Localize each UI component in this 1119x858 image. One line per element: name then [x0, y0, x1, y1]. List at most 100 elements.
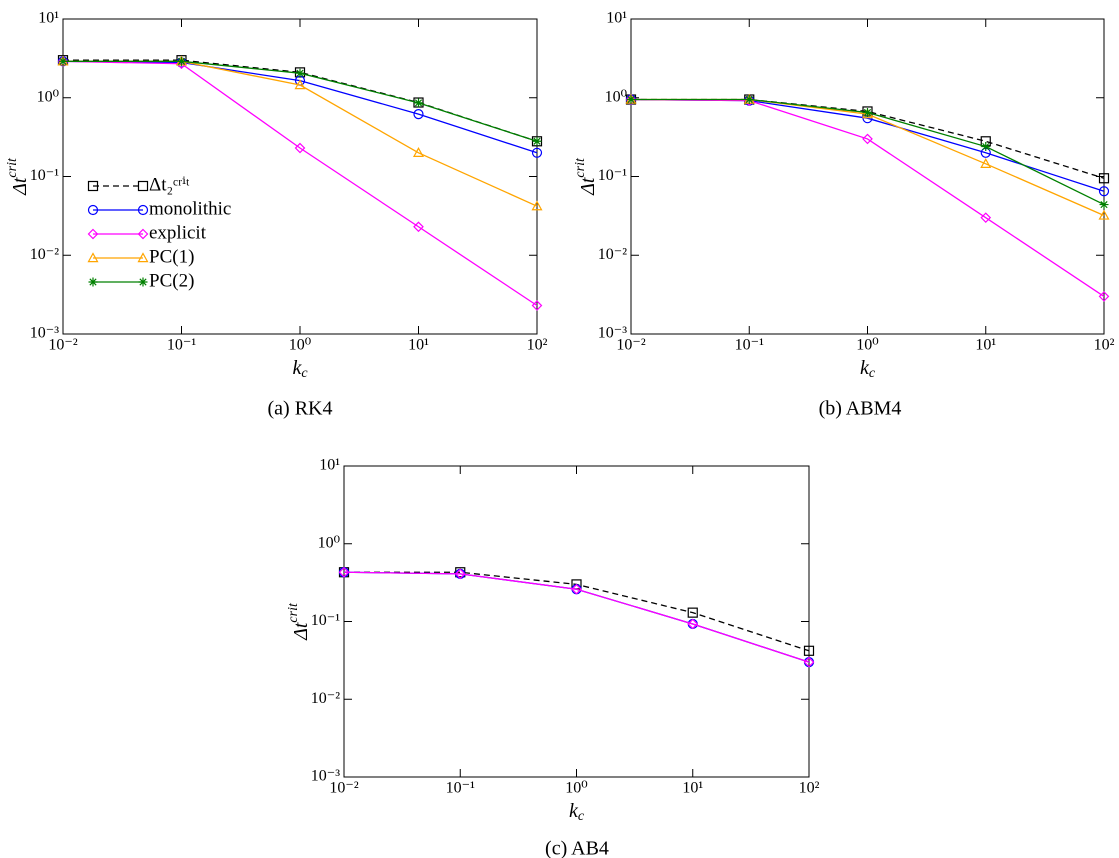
marker [295, 68, 305, 78]
x-tick-label: 10¹ [975, 337, 996, 354]
series-line [631, 98, 1105, 179]
x-axis-label-main: k [860, 357, 870, 379]
marker [58, 56, 68, 66]
y-tick-label: 10⁰ [37, 88, 59, 105]
marker [571, 583, 582, 595]
marker [687, 618, 699, 630]
x-tick-label: 10⁻² [616, 337, 645, 354]
legend-label: explicit [149, 222, 207, 243]
legend-marker [87, 252, 99, 263]
y-tick-label: 10⁻¹ [598, 167, 627, 184]
x-tick-label: 10⁰ [289, 337, 311, 354]
series-line [630, 98, 1105, 297]
marker [1098, 173, 1110, 184]
plot-frame [630, 18, 1105, 335]
marker [413, 221, 424, 233]
y-tick-label: 10¹ [319, 457, 340, 474]
x-axis-label: kc [569, 800, 585, 825]
marker [531, 200, 543, 211]
marker [1099, 200, 1109, 210]
x-tick-label: 10⁻¹ [735, 337, 764, 354]
marker [744, 95, 754, 105]
legend-marker [137, 252, 149, 263]
x-tick-label: 10² [1094, 337, 1115, 354]
y-axis-label: Δtcrit [573, 157, 598, 196]
marker [531, 147, 543, 158]
marker [863, 107, 872, 117]
marker [803, 645, 815, 656]
panel: 10⁻² 10⁻¹ 10⁰ 10¹ 10²10⁻³10⁻²10⁻¹10⁰10¹kcΔtc… [573, 10, 1114, 420]
y-tick-label: 10⁻² [598, 246, 627, 263]
x-axis-label-main: k [569, 800, 579, 822]
x-axis-label-sub: c [578, 809, 585, 824]
legend-marker [137, 180, 149, 192]
y-axis-label-main: Δt [9, 177, 31, 196]
marker [981, 142, 991, 152]
legend-marker [137, 204, 149, 216]
y-axis-label: Δtcrit [286, 602, 311, 641]
y-axis-label-sup: crit [573, 157, 588, 178]
y-axis-label: Δtcrit [5, 157, 30, 196]
x-tick-label: 10⁻² [48, 337, 77, 354]
x-tick-label: 10² [799, 780, 820, 797]
panel: 10⁻² 10⁻¹ 10⁰ 10¹ 10²10⁻³10⁻²10⁻¹10⁰10¹kcΔtc… [286, 457, 819, 858]
y-tick-label: 10⁻² [311, 690, 340, 707]
y-tick-label: 10⁻³ [598, 325, 627, 342]
caption: (a) RK4 [268, 398, 333, 420]
x-tick-label: 10⁻¹ [446, 780, 475, 797]
y-tick-label: 10⁻³ [311, 768, 340, 785]
marker [294, 79, 306, 90]
marker [980, 158, 992, 168]
x-axis-label-sub: c [301, 366, 308, 381]
legend-marker [87, 180, 99, 192]
y-tick-label: 10¹ [38, 10, 59, 27]
plot-frame [343, 465, 810, 778]
series-line [343, 571, 810, 663]
legend-label: PC(2) [149, 270, 194, 291]
legend-marker [138, 277, 148, 287]
y-axis-label-main: Δt [577, 177, 599, 196]
marker [531, 300, 543, 311]
panel: 10⁻² 10⁻¹ 10⁰ 10¹ 10²10⁻³10⁻²10⁻¹10⁰10¹kcΔtc… [5, 10, 547, 420]
legend-label: PC(1) [149, 246, 194, 267]
x-axis-label: kc [860, 357, 876, 382]
series-line [63, 60, 538, 207]
marker [294, 142, 306, 154]
legend-marker [87, 228, 99, 240]
marker [1098, 291, 1110, 302]
marker [413, 108, 424, 120]
y-axis-label-sup: crit [5, 157, 20, 178]
legend-marker [137, 228, 149, 240]
marker [177, 56, 186, 66]
marker [1098, 186, 1110, 197]
y-axis-label-sup: crit [286, 602, 301, 623]
marker [454, 568, 466, 580]
caption: (b) ABM4 [819, 398, 902, 420]
y-tick-label: 10⁻¹ [311, 612, 340, 629]
x-tick-label: 10² [527, 337, 548, 354]
x-tick-label: 10⁻² [329, 780, 358, 797]
y-tick-label: 10¹ [606, 10, 627, 27]
x-tick-label: 10¹ [408, 337, 429, 354]
x-tick-label: 10⁰ [856, 337, 878, 354]
y-tick-label: 10⁻¹ [30, 167, 59, 184]
legend-label: Δt₂ᶜʳⁱᵗ [149, 174, 190, 195]
legend-marker [88, 277, 98, 287]
legend-marker [87, 204, 99, 216]
caption: (c) AB4 [545, 838, 609, 858]
x-axis-label-main: k [292, 357, 302, 379]
marker [414, 98, 423, 108]
x-axis-label: kc [292, 357, 308, 382]
plot-frame [62, 18, 538, 335]
marker [412, 147, 425, 157]
marker [57, 55, 69, 67]
marker [626, 95, 636, 105]
y-tick-label: 10⁻² [30, 246, 59, 263]
marker [687, 607, 698, 618]
marker [803, 656, 815, 668]
series-line [62, 60, 538, 307]
y-tick-label: 10⁰ [318, 534, 340, 551]
marker [980, 212, 992, 224]
marker [338, 566, 350, 578]
